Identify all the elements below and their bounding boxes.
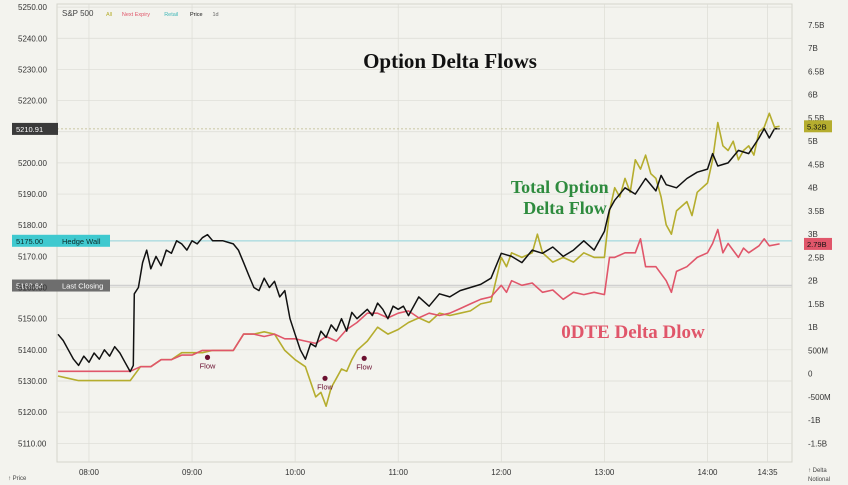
legend-item: Price bbox=[190, 12, 203, 18]
x-tick-label: 11:00 bbox=[388, 468, 408, 477]
x-tick-label: 14:00 bbox=[697, 468, 718, 477]
left-tick-label: 5180.00 bbox=[18, 221, 47, 230]
right-tick-label: -500M bbox=[808, 393, 831, 402]
price-tag-label: 5210.91 bbox=[16, 125, 43, 134]
zero-dte-annotation: 0DTE Delta Dlow bbox=[561, 322, 705, 343]
right-tick-label: 4.5B bbox=[808, 160, 824, 169]
right-tick-label: 5.5B bbox=[808, 114, 824, 123]
reference-lines: 5175.00 Hedge Wall 5160.64 Last Closing bbox=[12, 234, 792, 292]
value-tag-label: 2.79B bbox=[807, 240, 827, 249]
flow-marker-label: Flow bbox=[356, 362, 372, 371]
flow-marker-label: Flow bbox=[317, 382, 333, 391]
right-tick-label: -1.5B bbox=[808, 439, 827, 448]
value-tag bbox=[804, 237, 832, 250]
total-delta-annotation-line-1: Total Option bbox=[511, 177, 609, 197]
value-tags: 5210.91 5.32B 2.79B bbox=[12, 120, 832, 250]
right-tick-label: 3.5B bbox=[808, 207, 824, 216]
x-tick-label: 12:00 bbox=[491, 468, 512, 477]
left-tick-label: 5110.00 bbox=[18, 439, 47, 448]
x-tick-label: 13:00 bbox=[594, 468, 615, 477]
left-tick-label: 5140.00 bbox=[18, 346, 47, 355]
series-layer bbox=[57, 112, 780, 407]
reference-label: Last Closing bbox=[62, 282, 103, 291]
flow-marker-label: Flow bbox=[200, 361, 216, 370]
right-tick-label: -1B bbox=[808, 416, 820, 425]
plot-frame bbox=[56, 3, 793, 463]
series-line-price bbox=[57, 127, 780, 373]
left-tick-label: 5230.00 bbox=[18, 65, 47, 74]
right-tick-label: 6.5B bbox=[808, 67, 824, 76]
flow-marker bbox=[322, 375, 328, 381]
right-tick-label: 7B bbox=[808, 44, 818, 53]
total-delta-annotation-line-2: Delta Flow bbox=[523, 198, 606, 218]
right-tick-label: 6B bbox=[808, 91, 818, 100]
legend-item: All bbox=[106, 12, 112, 18]
reference-value: 5175.00 bbox=[16, 237, 43, 246]
reference-tag bbox=[12, 279, 110, 292]
x-tick-label: 14:35 bbox=[758, 468, 779, 477]
right-axis-footer-1: ↑ Delta bbox=[808, 468, 827, 474]
right-tick-label: 2.5B bbox=[808, 253, 824, 262]
left-tick-label: 5250.00 bbox=[18, 3, 47, 12]
x-axis: 08:00 09:00 10:00 11:00 12:00 13:00 14:00 14:35 bbox=[79, 468, 778, 477]
x-tick-label: 09:00 bbox=[182, 468, 203, 477]
price-tag bbox=[12, 122, 58, 135]
left-tick-label: 5190.00 bbox=[18, 190, 47, 199]
reference-tag bbox=[12, 234, 110, 247]
right-axis: -1.5B -1B -500M 0 500M 1B 1.5B 2B 2.5B 3B 3.5B 4B 4.… bbox=[808, 21, 831, 448]
left-tick-label: 5240.00 bbox=[18, 34, 47, 43]
left-tick-label: 5150.00 bbox=[18, 315, 47, 324]
right-tick-label: 5B bbox=[808, 137, 818, 146]
flow-marker bbox=[204, 354, 211, 360]
symbol-label: S&P 500 bbox=[62, 9, 94, 18]
left-tick-label: 5160.00 bbox=[18, 284, 47, 293]
right-tick-label: 7.5B bbox=[808, 21, 824, 30]
right-tick-label: 4B bbox=[808, 184, 818, 193]
legend-item: Retail bbox=[164, 12, 178, 18]
legend-item: Next Expiry bbox=[122, 12, 150, 18]
right-tick-label: 1.5B bbox=[808, 300, 824, 309]
series-line-next-expiry bbox=[58, 228, 780, 373]
right-tick-label: 3B bbox=[808, 230, 818, 239]
flow-marker bbox=[361, 355, 367, 361]
right-tick-label: 500M bbox=[808, 346, 828, 355]
left-tick-label: 5200.00 bbox=[18, 159, 47, 168]
right-tick-label: 0 bbox=[808, 370, 813, 379]
left-tick-label: 5130.00 bbox=[18, 377, 47, 386]
value-tag bbox=[804, 120, 832, 133]
reference-value: 5160.64 bbox=[16, 282, 43, 291]
total-delta-annotation: Total Option Delta Flow bbox=[511, 177, 613, 218]
legend: All Next Expiry Retail Price 1d bbox=[106, 12, 219, 18]
left-tick-label: 5120.00 bbox=[18, 408, 47, 417]
right-tick-label: 2B bbox=[808, 277, 818, 286]
flow-markers: Flow Flow Flow bbox=[200, 354, 373, 391]
x-tick-label: 08:00 bbox=[79, 468, 100, 477]
x-tick-label: 10:00 bbox=[285, 468, 306, 477]
right-axis-footer-2: Notional bbox=[808, 477, 830, 483]
reference-label: Hedge Wall bbox=[62, 237, 101, 246]
left-axis: 5110.00 5120.00 5130.00 5140.00 5150.00 5160.… bbox=[18, 3, 47, 448]
chart-title: Option Delta Flows bbox=[363, 49, 537, 73]
left-tick-label: 5170.00 bbox=[18, 252, 47, 261]
left-axis-footer: ↑ Price bbox=[8, 476, 27, 482]
left-tick-label: 5220.00 bbox=[18, 97, 47, 106]
legend-item: 1d bbox=[213, 12, 219, 18]
value-tag-label: 5.32B bbox=[807, 122, 827, 131]
right-tick-label: 1B bbox=[808, 323, 818, 332]
